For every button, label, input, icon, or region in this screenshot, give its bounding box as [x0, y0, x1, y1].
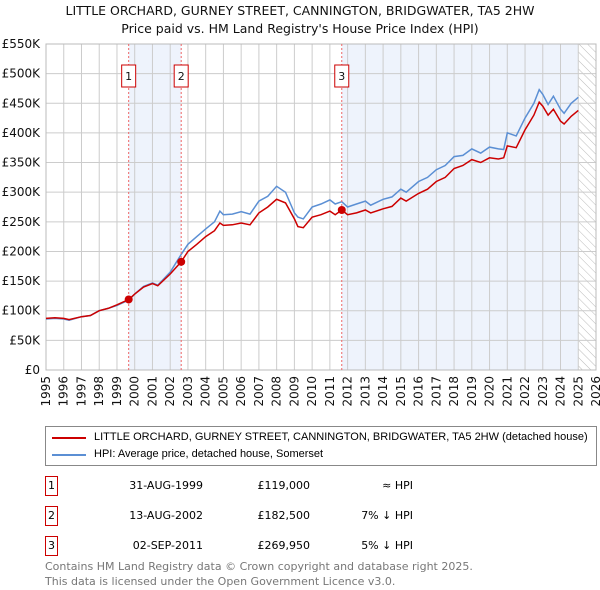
- sale-date: 13-AUG-2002: [129, 509, 203, 522]
- sale-label: 3: [338, 70, 345, 83]
- x-tick-label: 2010: [305, 376, 319, 407]
- sale-label-box: [334, 64, 350, 88]
- x-tick-label: 2000: [128, 376, 142, 407]
- y-tick-label: £100K: [2, 304, 42, 318]
- sale-badge: 1: [45, 476, 58, 496]
- y-tick-label: £350K: [2, 156, 42, 170]
- sale-row: 2 13-AUG-2002 £182,500 7% ↓ HPI: [45, 506, 445, 526]
- x-tick-label: 2017: [429, 376, 443, 407]
- shaded-period: [341, 44, 579, 370]
- sale-point: [337, 205, 346, 214]
- x-tick-label: 1998: [92, 376, 106, 407]
- sale-hpi-compare: 7% ↓ HPI: [361, 509, 413, 522]
- property-price-line: [45, 100, 579, 321]
- sale-label: 2: [178, 70, 185, 83]
- y-tick-label: £200K: [2, 244, 42, 258]
- x-tick-label: 2004: [199, 376, 213, 407]
- sale-label-box: [121, 64, 137, 88]
- x-tick-label: 2021: [500, 376, 514, 407]
- plot-frame: [45, 43, 597, 371]
- x-tick-label: 1997: [74, 376, 88, 407]
- future-hatch: [578, 44, 596, 370]
- x-tick-label: 2005: [216, 376, 230, 407]
- sale-hpi-compare: ≈ HPI: [382, 479, 413, 492]
- legend-hpi-swatch: [52, 453, 86, 456]
- shaded-period: [128, 44, 182, 370]
- sale-price: £269,950: [257, 539, 311, 552]
- legend-property-label: LITTLE ORCHARD, GURNEY STREET, CANNINGTO…: [94, 431, 588, 443]
- sale-price: £182,500: [257, 509, 311, 522]
- x-tick-label: 2015: [394, 376, 408, 407]
- x-tick-label: 1995: [39, 376, 53, 407]
- sale-date: 02-SEP-2011: [132, 539, 203, 552]
- sale-hpi-compare: 5% ↓ HPI: [361, 539, 413, 552]
- x-tick-label: 2003: [181, 376, 195, 407]
- legend-property-swatch: [52, 436, 86, 439]
- sale-label: 1: [125, 70, 132, 83]
- x-tick-label: 2020: [483, 376, 497, 407]
- y-tick-label: £0: [25, 363, 40, 377]
- sale-row: 3 02-SEP-2011 £269,950 5% ↓ HPI: [45, 536, 445, 556]
- sale-badge: 2: [45, 506, 58, 526]
- y-tick-label: £50K: [9, 333, 41, 347]
- sale-point: [124, 295, 133, 304]
- x-tick-label: 2006: [234, 376, 248, 407]
- x-tick-label: 1996: [57, 376, 71, 407]
- x-tick-label: 2002: [163, 376, 177, 407]
- x-tick-label: 2013: [358, 376, 372, 407]
- x-tick-label: 2016: [412, 376, 426, 407]
- x-tick-label: 2012: [341, 376, 355, 407]
- y-tick-label: £150K: [2, 274, 42, 288]
- x-tick-label: 2009: [287, 376, 301, 407]
- legend: LITTLE ORCHARD, GURNEY STREET, CANNINGTO…: [45, 426, 597, 466]
- sale-badge: 3: [45, 536, 58, 556]
- y-tick-label: £550K: [2, 37, 42, 51]
- sale-label-box: [173, 64, 189, 88]
- x-tick-label: 2008: [270, 376, 284, 407]
- x-tick-label: 2014: [376, 376, 390, 407]
- x-tick-label: 2018: [447, 376, 461, 407]
- x-tick-label: 2001: [145, 376, 159, 407]
- x-tick-label: 2026: [589, 376, 600, 407]
- chart-title: LITTLE ORCHARD, GURNEY STREET, CANNINGTO…: [65, 3, 535, 18]
- sale-date: 31-AUG-1999: [129, 479, 203, 492]
- legend-hpi-label: HPI: Average price, detached house, Some…: [94, 448, 324, 460]
- sale-point: [177, 257, 186, 266]
- x-tick-label: 2022: [518, 376, 532, 407]
- footer-licence: This data is licensed under the Open Gov…: [45, 575, 396, 588]
- sale-price: £119,000: [257, 479, 311, 492]
- x-tick-label: 2011: [323, 376, 337, 407]
- price-chart: 1 2 3 £0 £50K £100K £150K £200K £250K £300K £350K £…: [2, 37, 600, 407]
- y-tick-label: £400K: [2, 126, 42, 140]
- sale-row: 1 31-AUG-1999 £119,000 ≈ HPI: [45, 476, 445, 496]
- y-tick-label: £450K: [2, 96, 42, 110]
- y-tick-label: £500K: [2, 67, 42, 81]
- y-tick-label: £300K: [2, 185, 42, 199]
- x-tick-label: 2024: [554, 376, 568, 407]
- x-tick-label: 1999: [110, 376, 124, 407]
- x-tick-label: 2025: [571, 376, 585, 407]
- chart-subtitle: Price paid vs. HM Land Registry's House …: [121, 21, 479, 36]
- x-tick-label: 2023: [536, 376, 550, 407]
- y-tick-label: £250K: [2, 215, 42, 229]
- x-tick-label: 2019: [465, 376, 479, 407]
- x-tick-label: 2007: [252, 376, 266, 407]
- footer-copyright: Contains HM Land Registry data © Crown c…: [45, 560, 473, 573]
